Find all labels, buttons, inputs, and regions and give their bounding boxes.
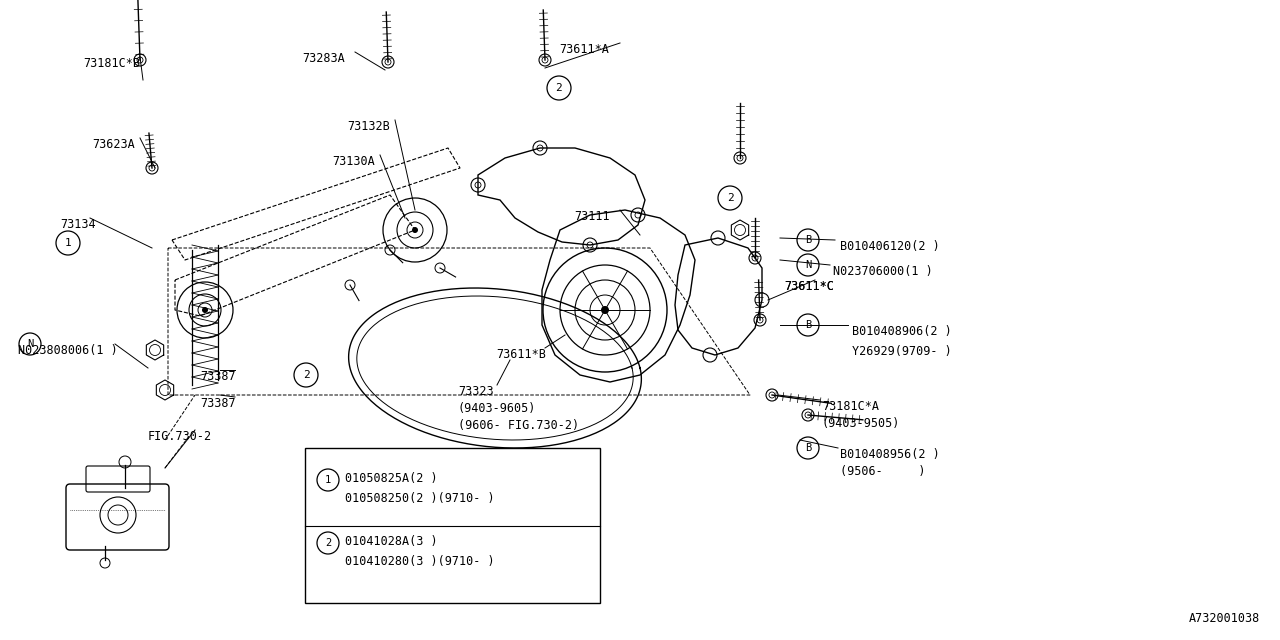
Text: B: B [805,320,812,330]
Text: 73611*C: 73611*C [783,280,833,293]
Circle shape [202,307,207,313]
Text: Y26929(9709- ): Y26929(9709- ) [852,345,952,358]
Text: 73111: 73111 [573,210,609,223]
Text: FIG.730-2: FIG.730-2 [148,430,212,443]
Text: N023706000(1 ): N023706000(1 ) [833,265,933,278]
Text: 73387: 73387 [200,370,236,383]
Text: 1: 1 [64,238,72,248]
Text: 73387: 73387 [200,397,236,410]
Text: N: N [805,260,812,270]
Text: 73283A: 73283A [302,52,344,65]
Text: 73134: 73134 [60,218,96,231]
Text: (9506-     ): (9506- ) [840,465,925,478]
Text: N: N [27,339,33,349]
Text: B010406120(2 ): B010406120(2 ) [840,240,940,253]
Circle shape [602,306,609,314]
Text: B010408956(2 ): B010408956(2 ) [840,448,940,461]
Text: (9403-9605): (9403-9605) [458,402,536,415]
Text: 73130A: 73130A [332,155,375,168]
Text: 73611*A: 73611*A [559,43,609,56]
Circle shape [412,227,419,233]
Text: 73611*B: 73611*B [497,348,545,361]
Text: 73323: 73323 [458,385,494,398]
Text: (9606- FIG.730-2): (9606- FIG.730-2) [458,419,579,432]
Text: 2: 2 [556,83,562,93]
Text: (9403-9505): (9403-9505) [822,417,900,430]
Text: 73181C*B: 73181C*B [83,57,140,70]
Text: 010410280(3 )(9710- ): 010410280(3 )(9710- ) [346,555,494,568]
Text: 73611*C: 73611*C [783,280,833,293]
Text: A732001038: A732001038 [1189,612,1260,625]
Text: 73181C*A: 73181C*A [822,400,879,413]
Text: 2: 2 [302,370,310,380]
Text: 01050825A(2 ): 01050825A(2 ) [346,472,438,485]
Text: B: B [805,443,812,453]
Text: 1: 1 [325,475,332,485]
Text: 01041028A(3 ): 01041028A(3 ) [346,535,438,548]
Text: 73132B: 73132B [347,120,389,133]
Text: 73623A: 73623A [92,138,134,151]
Text: B: B [805,235,812,245]
Text: 010508250(2 )(9710- ): 010508250(2 )(9710- ) [346,492,494,505]
Text: 2: 2 [325,538,332,548]
Text: 2: 2 [727,193,733,203]
Text: N023808006(1 ): N023808006(1 ) [18,344,118,357]
Text: B010408906(2 ): B010408906(2 ) [852,325,952,338]
